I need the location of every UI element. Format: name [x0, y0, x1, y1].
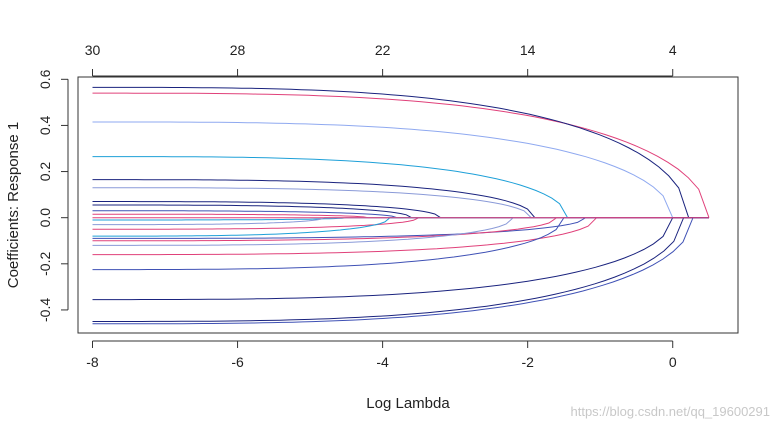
coefficient-path — [92, 217, 709, 242]
top-tick-label: 30 — [85, 42, 101, 58]
y-tick-label: 0.6 — [37, 69, 53, 89]
y-tick-label: -0.2 — [37, 252, 53, 276]
top-axis: 30 28 22 14 4 — [85, 42, 677, 77]
coefficient-path — [92, 204, 709, 219]
plot-frame — [77, 76, 739, 334]
x-axis-label: Log Lambda — [366, 395, 450, 412]
coefficient-path — [92, 86, 709, 219]
x-tick-label: -8 — [86, 354, 99, 370]
x-tick-label: -6 — [231, 354, 244, 370]
coefficient-path — [92, 217, 709, 325]
top-tick-label: 4 — [669, 42, 677, 58]
coefficient-path — [92, 217, 709, 226]
coefficient-path — [92, 92, 710, 218]
y-tick-label: -0.4 — [37, 298, 53, 322]
top-tick-label: 14 — [520, 42, 536, 58]
x-tick-label: -4 — [376, 354, 389, 370]
coefficient-path — [92, 121, 709, 219]
coefficient-path — [92, 217, 709, 256]
series-layer — [92, 86, 710, 325]
coefficient-path — [92, 201, 709, 219]
coefficient-path — [92, 217, 709, 301]
coefficient-path — [92, 217, 709, 221]
x-tick-label: 0 — [669, 354, 677, 370]
x-tick-label: -2 — [521, 354, 534, 370]
coefficient-path — [92, 217, 709, 322]
y-axis: -0.4 -0.2 0.0 0.2 0.4 0.6 — [37, 69, 69, 322]
coefficient-path — [92, 217, 709, 237]
coefficient-path — [92, 217, 709, 271]
y-tick-label: 0.2 — [37, 162, 53, 182]
coefficient-path — [92, 217, 709, 230]
y-tick-label: 0.0 — [37, 208, 53, 228]
coefficient-path — [92, 210, 709, 219]
y-tick-label: 0.4 — [37, 115, 53, 135]
top-tick-label: 22 — [375, 42, 391, 58]
coefficient-path — [92, 217, 709, 239]
y-axis-label: Coefficients: Response 1 — [5, 122, 22, 289]
coefficient-path — [92, 187, 709, 219]
x-axis: -8 -6 -4 -2 0 — [86, 340, 677, 370]
watermark-text: https://blog.csdn.net/qq_19600291 — [571, 404, 771, 419]
coefficient-path — [92, 156, 709, 219]
coefficient-path — [92, 179, 709, 219]
top-tick-label: 28 — [230, 42, 246, 58]
coefficient-path — [92, 213, 709, 219]
coefficient-path — [92, 217, 709, 246]
